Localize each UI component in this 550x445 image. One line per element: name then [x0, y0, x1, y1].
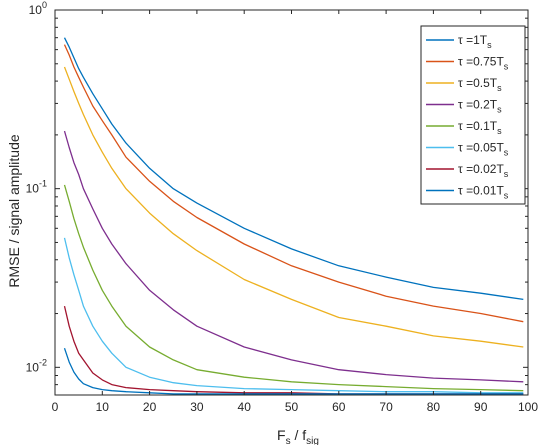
x-tick-label: 0	[52, 400, 59, 414]
x-tick-label: 30	[190, 400, 204, 414]
legend-entry-sub: s	[487, 40, 492, 50]
x-axis: 0 10 20 30 40 50 60 70 80 90 100	[52, 10, 538, 414]
y-tick-label: 10-1	[26, 179, 47, 196]
series-lines	[63, 37, 524, 395]
y-tick-label: 100	[29, 0, 47, 17]
y-tick-label-base: 10	[26, 360, 40, 374]
legend-entry-sub: s	[497, 83, 502, 93]
x-tick-label: 20	[143, 400, 157, 414]
x-tick-label: 70	[379, 400, 393, 414]
series-line-3	[63, 130, 524, 383]
legend-entry-sub: s	[504, 169, 509, 179]
legend-entry-sub: s	[497, 126, 502, 136]
legend-entry-label: τ =0.05T	[458, 141, 504, 155]
y-tick-label-exp: -1	[39, 179, 47, 189]
x-tick-label: 50	[285, 400, 299, 414]
legend-entry: τ =0.05Ts	[458, 141, 509, 158]
series-line-4	[63, 184, 524, 392]
series-line-5	[63, 237, 524, 394]
x-axis-label-main: F	[277, 427, 286, 443]
y-axis-label: RMSE / signal amplitude	[6, 134, 22, 288]
legend-entry-label: τ =0.01T	[458, 184, 504, 198]
x-tick-label: 90	[474, 400, 488, 414]
legend-entry-label: τ =1T	[458, 33, 488, 47]
y-tick-label: 10-2	[26, 357, 47, 374]
x-axis-label-sub2: sig	[306, 436, 319, 445]
y-tick-label-exp: 0	[42, 0, 47, 10]
y-tick-label-base: 10	[26, 182, 40, 196]
y-tick-label-base: 10	[29, 3, 43, 17]
legend-entry: τ =0.2Ts	[458, 98, 502, 115]
legend-entry-label: τ =0.1T	[458, 119, 498, 133]
legend-entry: τ =0.75Ts	[458, 55, 509, 72]
legend-entry-label: τ =0.02T	[458, 162, 504, 176]
x-axis-label: Fs / fsig	[277, 427, 319, 445]
x-tick-label: 80	[427, 400, 441, 414]
legend-entry: τ =0.02Ts	[458, 162, 509, 179]
x-axis-label-mid: / f	[291, 427, 307, 443]
legend-entry: τ =0.5Ts	[458, 76, 502, 93]
legend-entry-sub: s	[497, 105, 502, 115]
series-line-1	[63, 44, 524, 323]
legend-entry-sub: s	[504, 62, 509, 72]
x-tick-label: 10	[96, 400, 110, 414]
legend-box	[420, 25, 526, 205]
series-line-6	[63, 305, 524, 395]
legend-entry-sub: s	[504, 148, 509, 158]
x-tick-label: 40	[238, 400, 252, 414]
x-axis-label-sub1: s	[286, 436, 291, 445]
legend-entry: τ =0.1Ts	[458, 119, 502, 136]
x-tick-label: 100	[518, 400, 538, 414]
legend-entry: τ =0.01Ts	[458, 184, 509, 201]
legend-entry-sub: s	[504, 191, 509, 201]
legend-entry-label: τ =0.75T	[458, 55, 504, 69]
legend-entry: τ =1Ts	[458, 33, 492, 50]
x-tick-label: 60	[332, 400, 346, 414]
series-line-2	[63, 66, 524, 348]
legend-entry-label: τ =0.5T	[458, 76, 498, 90]
series-line-0	[63, 37, 524, 301]
y-tick-label-exp: -2	[39, 357, 47, 367]
legend-entry-label: τ =0.2T	[458, 98, 498, 112]
